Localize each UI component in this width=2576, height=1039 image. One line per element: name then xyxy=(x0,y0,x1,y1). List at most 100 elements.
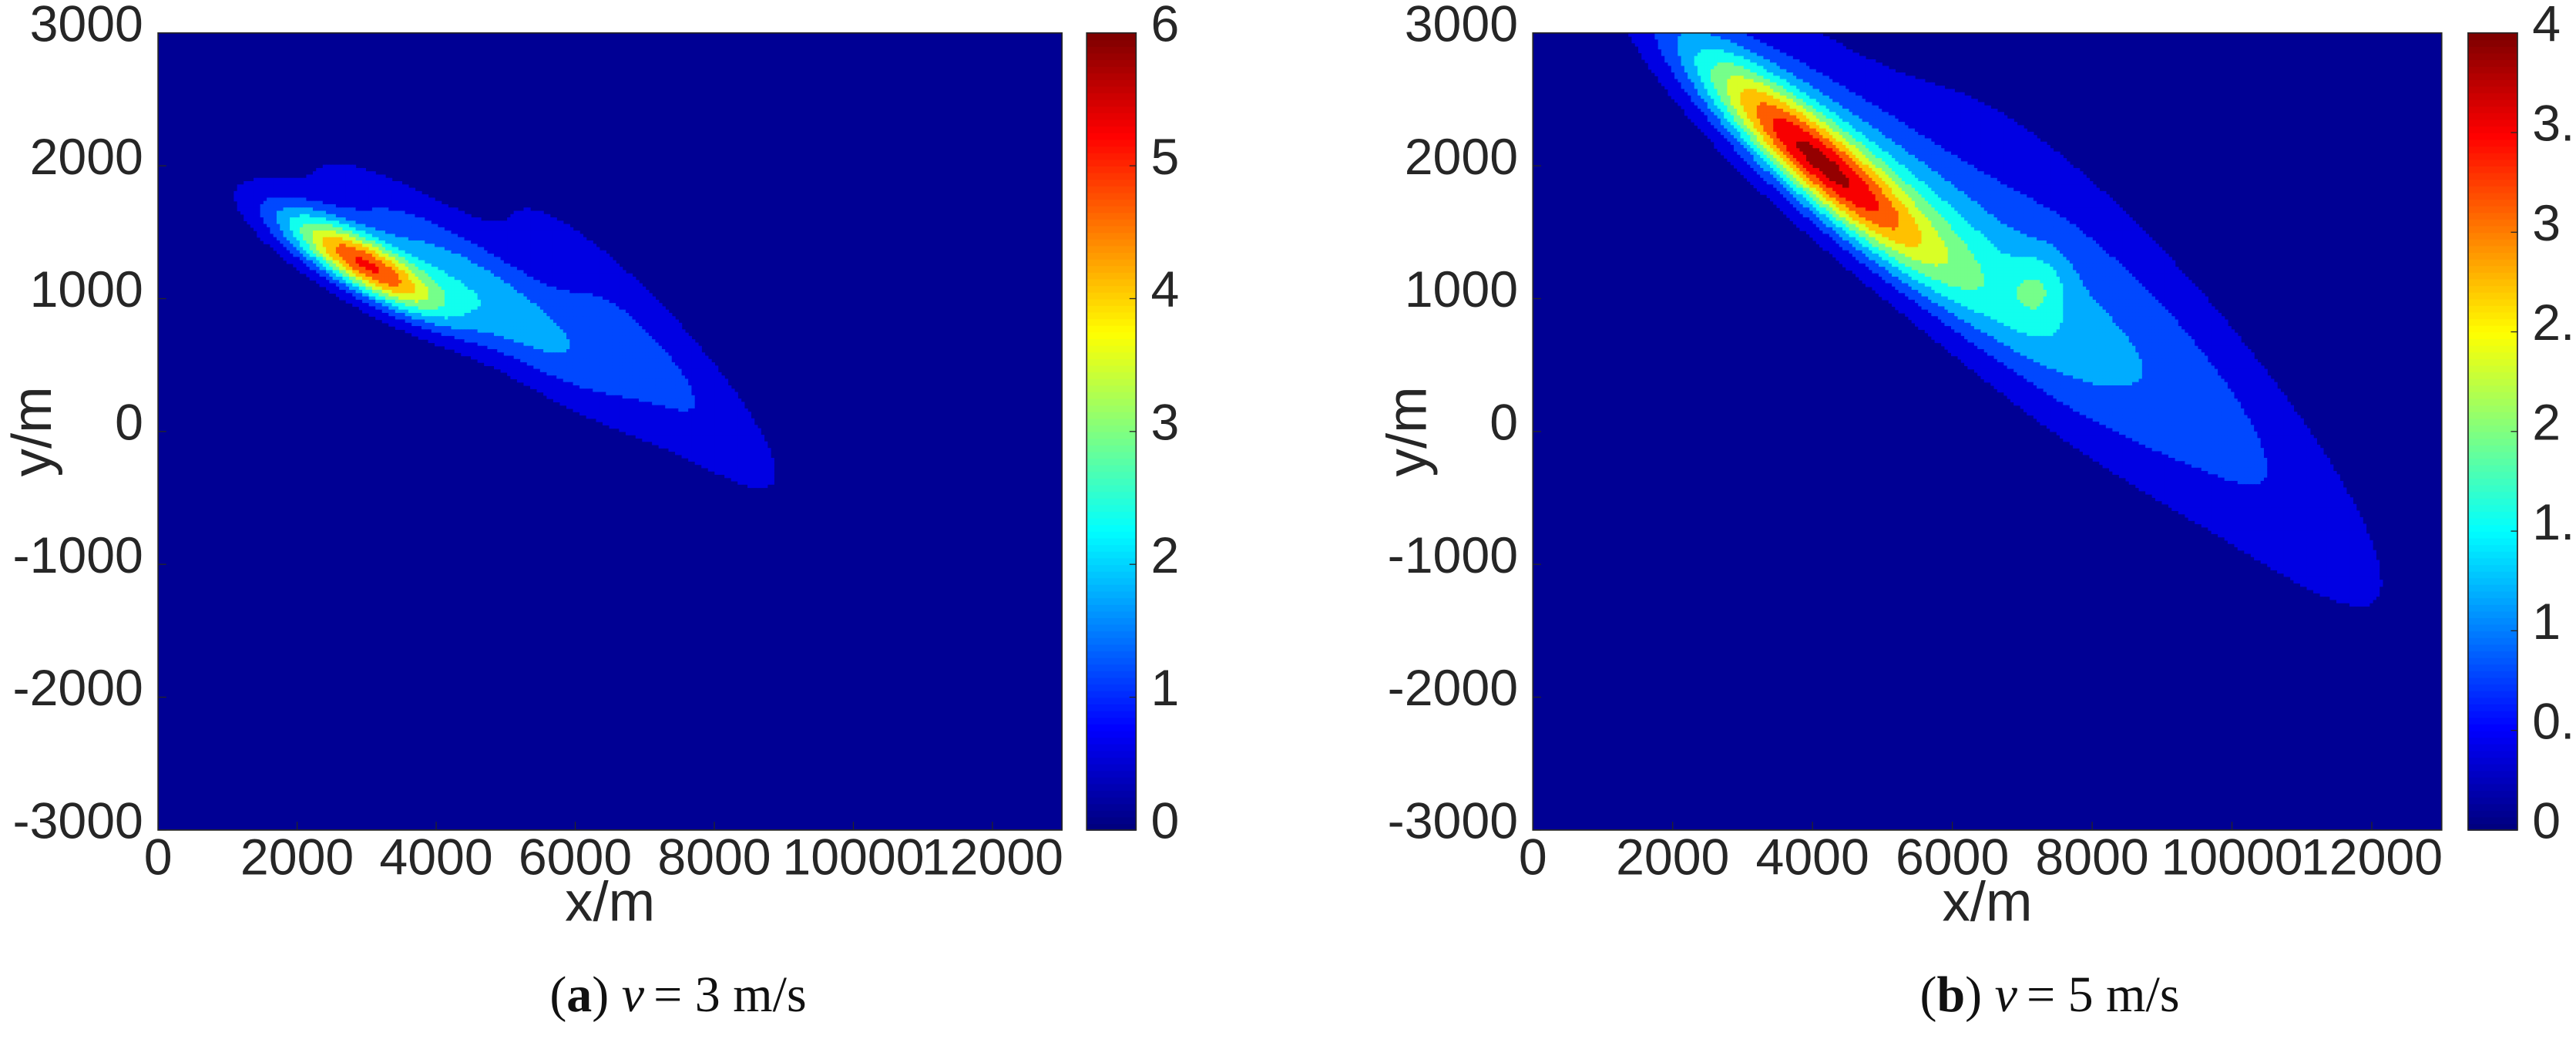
contour-cell xyxy=(539,244,544,248)
contour-cell xyxy=(596,352,600,357)
contour-cell xyxy=(431,276,435,281)
contour-cell xyxy=(329,280,334,284)
contour-cell xyxy=(326,177,330,182)
contour-cell xyxy=(556,286,561,291)
contour-cell xyxy=(467,247,472,251)
contour-cell xyxy=(520,368,525,373)
contour-cell xyxy=(566,283,570,287)
contour-cell xyxy=(490,306,495,311)
contour-cell xyxy=(263,181,267,185)
contour-cell xyxy=(563,348,567,353)
contour-cell xyxy=(411,296,416,301)
contour-cell xyxy=(497,339,502,344)
contour-cell xyxy=(556,319,561,324)
contour-cell xyxy=(530,365,534,370)
contour-cell xyxy=(348,286,353,291)
contour-cell xyxy=(352,194,357,199)
contour-cell xyxy=(461,316,465,321)
contour-cell xyxy=(454,227,458,231)
contour-cell xyxy=(267,227,271,231)
contour-cell xyxy=(625,329,630,334)
contour-cell xyxy=(589,348,593,353)
contour-cell xyxy=(467,234,472,238)
contour-cell xyxy=(497,244,502,248)
contour-cell xyxy=(368,200,373,205)
contour-cell xyxy=(444,306,448,311)
contour-cell xyxy=(342,210,347,215)
contour-cell xyxy=(665,329,670,334)
contour-cell xyxy=(487,303,492,308)
contour-cell xyxy=(474,234,479,238)
contour-cell xyxy=(461,254,465,257)
contour-cell xyxy=(490,290,495,294)
contour-cell xyxy=(405,280,409,284)
contour-cell xyxy=(306,181,311,185)
contour-cell xyxy=(280,244,284,248)
contour-cell xyxy=(415,263,419,267)
contour-cell xyxy=(494,339,498,344)
contour-cell xyxy=(599,286,603,291)
contour-cell xyxy=(425,299,429,304)
contour-cell xyxy=(378,224,383,228)
contour-cell xyxy=(603,339,606,344)
contour-cell xyxy=(401,283,406,287)
contour-cell xyxy=(316,237,321,241)
contour-cell xyxy=(606,322,610,327)
contour-cell xyxy=(497,267,502,271)
contour-cell xyxy=(619,319,623,324)
contour-cell xyxy=(290,197,294,202)
contour-cell xyxy=(658,335,663,340)
contour-cell xyxy=(583,339,587,344)
contour-cell xyxy=(474,312,479,317)
contour-cell xyxy=(589,254,593,257)
contour-cell xyxy=(484,332,489,337)
contour-cell xyxy=(303,187,307,192)
contour-cell xyxy=(471,286,475,291)
contour-cell xyxy=(516,326,521,330)
contour-cell xyxy=(316,257,321,261)
contour-cell xyxy=(606,358,610,363)
contour-cell xyxy=(622,332,626,337)
contour-cell xyxy=(352,187,357,192)
contour-cell xyxy=(510,217,515,221)
contour-cell xyxy=(497,224,502,228)
contour-cell xyxy=(629,329,633,334)
contour-cell xyxy=(451,332,455,337)
contour-cell xyxy=(566,342,570,347)
contour-cell xyxy=(428,312,432,317)
contour-cell xyxy=(316,250,321,254)
contour-cell xyxy=(635,312,640,317)
contour-cell xyxy=(484,283,489,287)
contour-cell xyxy=(421,237,425,241)
contour-cell xyxy=(629,362,633,366)
contour-cell xyxy=(563,260,567,264)
contour-cell xyxy=(411,290,416,294)
contour-cell xyxy=(648,322,653,327)
contour-cell xyxy=(316,181,321,185)
contour-cell xyxy=(484,240,489,244)
contour-cell xyxy=(503,342,508,347)
contour-cell xyxy=(306,224,311,228)
contour-cell xyxy=(530,345,534,350)
contour-cell xyxy=(632,326,636,330)
contour-cell xyxy=(516,250,521,254)
contour-cell xyxy=(668,345,673,350)
contour-cell xyxy=(471,339,475,344)
contour-cell xyxy=(342,207,347,212)
contour-cell xyxy=(368,293,373,298)
contour-cell xyxy=(563,322,567,327)
contour-cell xyxy=(523,335,528,340)
contour-cell xyxy=(362,309,366,314)
contour-cell xyxy=(546,273,551,277)
contour-cell xyxy=(326,283,330,287)
contour-cell xyxy=(586,326,590,330)
contour-cell xyxy=(589,247,593,251)
contour-cell xyxy=(573,309,577,314)
contour-cell xyxy=(510,250,515,254)
contour-cell xyxy=(523,303,528,308)
contour-cell xyxy=(616,319,620,324)
contour-cell xyxy=(566,352,570,357)
contour-cell xyxy=(408,214,412,218)
contour-cell xyxy=(263,184,267,189)
contour-cell xyxy=(322,244,327,248)
